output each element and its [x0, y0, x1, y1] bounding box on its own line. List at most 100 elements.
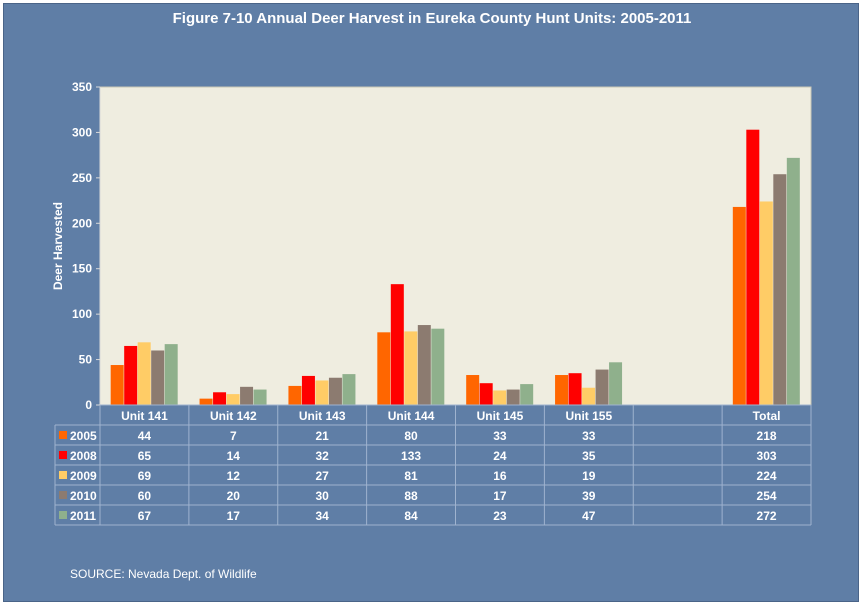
bar [431, 328, 445, 405]
source-note: SOURCE: Nevada Dept. of Wildlife [70, 567, 257, 581]
bar [213, 392, 227, 405]
table-cell: 60 [138, 489, 152, 503]
y-tick-label: 0 [85, 398, 92, 412]
y-tick-label: 300 [72, 125, 92, 139]
table-cell: 23 [493, 509, 507, 523]
y-tick-label: 250 [72, 171, 92, 185]
table-cell: 19 [582, 469, 596, 483]
bar [493, 390, 507, 405]
table-cell: 16 [493, 469, 507, 483]
bar [466, 375, 480, 405]
category-label: Total [753, 409, 781, 423]
table-cell: 67 [138, 509, 152, 523]
bar [253, 389, 267, 405]
category-label: Unit 155 [565, 409, 612, 423]
bar [786, 157, 800, 405]
table-cell: 80 [404, 429, 418, 443]
table-cell: 39 [582, 489, 596, 503]
bar [124, 345, 138, 405]
bar [151, 350, 165, 405]
chart-title: Figure 7-10 Annual Deer Harvest in Eurek… [172, 10, 692, 27]
legend-label: 2005 [70, 429, 97, 443]
y-tick-label: 200 [72, 216, 92, 230]
bar [226, 394, 240, 405]
table-cell: 30 [316, 489, 330, 503]
plot-area [99, 86, 812, 406]
bar [377, 332, 391, 405]
legend-swatch [59, 511, 67, 519]
table-cell: 34 [316, 509, 330, 523]
table-cell: 20 [227, 489, 241, 503]
table-cell: 303 [757, 449, 777, 463]
category-label: Unit 142 [210, 409, 257, 423]
table-cell: 17 [493, 489, 507, 503]
table-cell: 218 [757, 429, 777, 443]
legend-swatch [59, 471, 67, 479]
y-tick-label: 350 [72, 80, 92, 94]
bar [732, 206, 746, 405]
bar [746, 129, 760, 405]
table-cell: 33 [582, 429, 596, 443]
table-cell: 272 [757, 509, 777, 523]
table-cell: 17 [227, 509, 241, 523]
bar [404, 331, 418, 405]
legend-label: 2011 [70, 509, 96, 523]
table-cell: 88 [404, 489, 418, 503]
bar [288, 385, 302, 405]
table-cell: 133 [401, 449, 421, 463]
table-cell: 14 [227, 449, 241, 463]
legend-swatch [59, 451, 67, 459]
table-cell: 21 [316, 429, 330, 443]
bar [137, 342, 151, 405]
table-cell: 81 [404, 469, 418, 483]
bar [582, 387, 596, 405]
bar [595, 369, 609, 405]
table-cell: 12 [227, 469, 241, 483]
bar [417, 325, 431, 405]
table-cell: 24 [493, 449, 507, 463]
table-cell: 224 [757, 469, 777, 483]
table-cell: 47 [582, 509, 596, 523]
category-label: Unit 144 [388, 409, 435, 423]
category-label: Unit 143 [299, 409, 346, 423]
bar [342, 374, 356, 405]
bar [164, 344, 178, 405]
bar [609, 362, 623, 405]
legend-label: 2008 [70, 449, 97, 463]
table-cell: 32 [316, 449, 330, 463]
bar [390, 284, 404, 405]
category-label: Unit 141 [121, 409, 168, 423]
bar [199, 398, 213, 405]
y-tick-label: 100 [72, 307, 92, 321]
bar [506, 389, 520, 405]
y-tick-label: 150 [72, 262, 92, 276]
category-label: Unit 145 [477, 409, 524, 423]
legend-label: 2009 [70, 469, 97, 483]
bar [773, 174, 787, 405]
legend-label: 2010 [70, 489, 97, 503]
table-cell: 33 [493, 429, 507, 443]
table-cell: 27 [316, 469, 330, 483]
bar [555, 375, 569, 405]
y-tick-label: 50 [79, 353, 93, 367]
table-cell: 7 [230, 429, 237, 443]
bar [479, 383, 493, 405]
bar [315, 380, 329, 405]
table-cell: 35 [582, 449, 596, 463]
bar [240, 386, 254, 405]
table-cell: 69 [138, 469, 152, 483]
table-cell: 65 [138, 449, 152, 463]
legend-swatch [59, 431, 67, 439]
bar [568, 373, 582, 405]
bar [110, 365, 124, 405]
table-cell: 254 [757, 489, 777, 503]
bar [520, 384, 534, 405]
bar [328, 377, 342, 405]
table-cell: 84 [404, 509, 418, 523]
legend-swatch [59, 491, 67, 499]
bar [759, 201, 773, 405]
bar [301, 375, 315, 405]
table-cell: 44 [138, 429, 152, 443]
y-axis-label: Deer Harvested [51, 202, 65, 290]
